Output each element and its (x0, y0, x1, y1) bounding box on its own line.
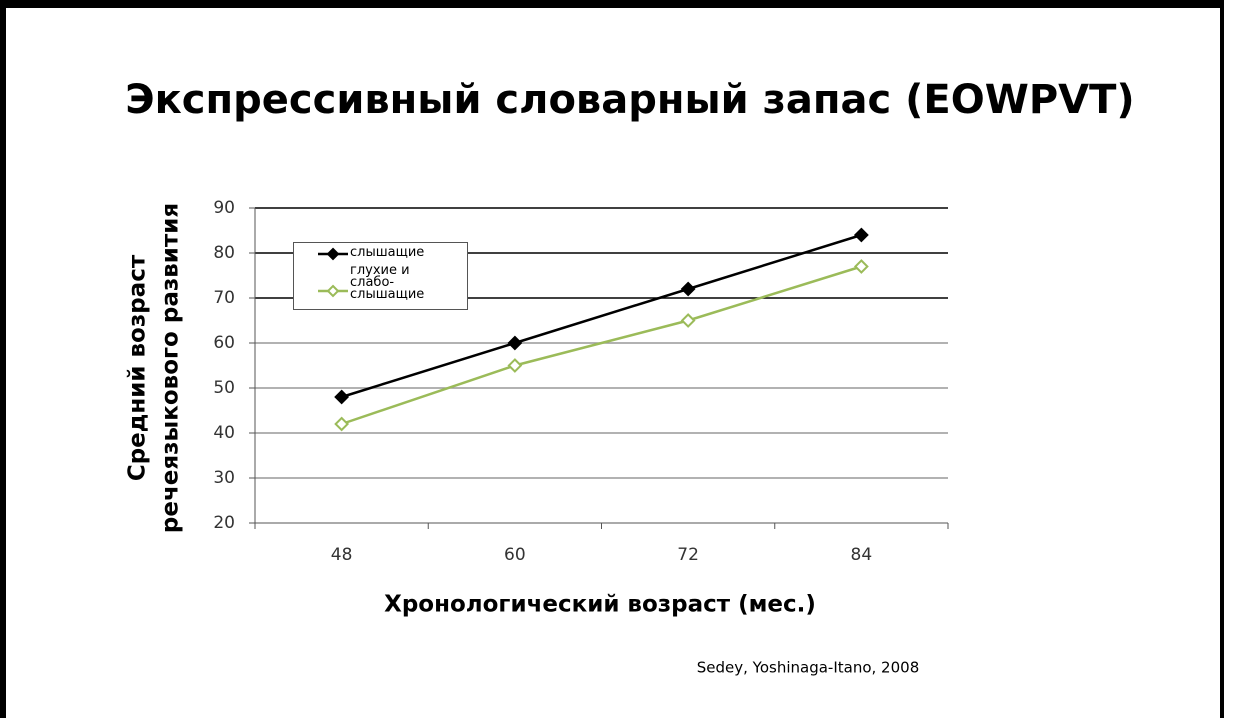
data-point (507, 335, 523, 351)
legend-marker (326, 247, 340, 261)
series-line (341, 265, 862, 426)
x-axis-label: Хронологический возраст (мес.) (384, 592, 816, 618)
legend-label: глухие и слабо-слышащие (350, 263, 425, 302)
legend-marker (326, 284, 340, 298)
legend-swatches (318, 247, 348, 298)
y-tick-label: 30 (213, 468, 235, 488)
series-line (341, 233, 862, 399)
y-tick-label: 40 (213, 423, 235, 443)
x-tick-label: 48 (331, 545, 353, 565)
data-point (334, 389, 350, 405)
x-tick-label: 60 (504, 545, 526, 565)
data-point (853, 227, 869, 243)
source-note: Sedey, Yoshinaga-Itano, 2008 (697, 659, 919, 677)
y-axis-label: Средний возраст (125, 254, 151, 481)
data-point (507, 358, 523, 373)
x-tick-label: 84 (851, 545, 873, 565)
data-point (680, 313, 696, 328)
y-tick-label: 60 (213, 333, 235, 353)
data-point (334, 416, 350, 432)
legend-label: слышащие (350, 245, 425, 260)
y-tick-label: 80 (213, 243, 235, 263)
x-tick-label: 72 (677, 545, 699, 565)
y-tick-label: 70 (213, 288, 235, 308)
y-tick-label: 90 (213, 198, 235, 218)
y-tick-label: 50 (213, 378, 235, 398)
legend: слышащие глухие и слабо-слышащие (293, 242, 468, 310)
y-tick-label: 20 (213, 513, 235, 533)
chart-title: Экспрессивный словарный запас (EOWPVT) (125, 77, 1134, 123)
data-point (853, 259, 869, 274)
data-point (680, 281, 696, 297)
y-axis-label: речеязыкового развития (158, 203, 184, 533)
